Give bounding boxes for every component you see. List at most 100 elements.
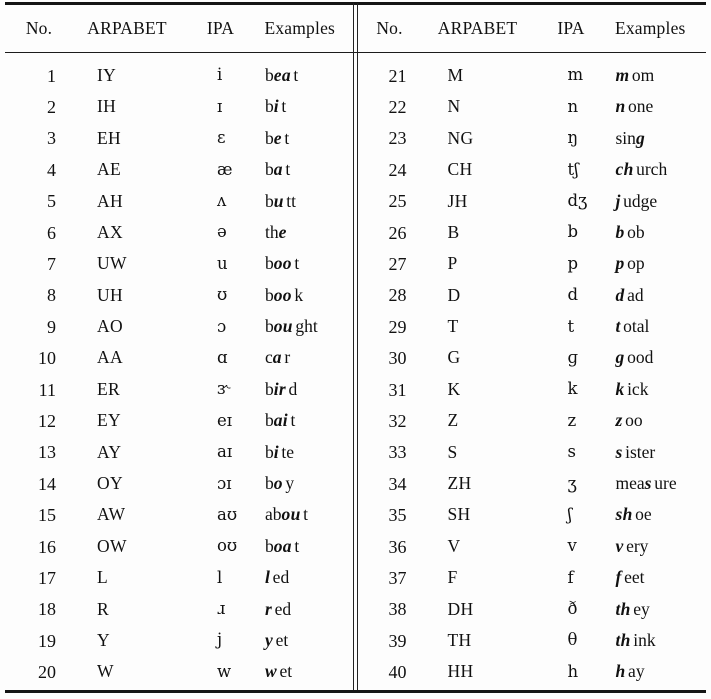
arpabet-cell: AW (97, 504, 126, 525)
example-plain-suffix: t (281, 96, 287, 117)
example-cell: boo t (244, 255, 356, 273)
ipa-cell: ð (567, 599, 578, 619)
example-highlight: ai (273, 410, 288, 431)
example-cell: bi t (244, 98, 356, 116)
example-cell: bir d (244, 378, 356, 399)
example-plain-prefix: b (265, 64, 274, 85)
row-number-cell: 11 (38, 379, 56, 400)
row-number-cell: 20 (38, 662, 56, 683)
row-number-cell: 34 (388, 473, 407, 494)
left-rows-group: 1 IY i bea t 2 IH ɪ bi t 3 EH ɛ be t 4 AE æ ba t 5 AH ʌ bu tt 6 AX… (5, 53, 356, 688)
row-number-cell: 24 (388, 159, 407, 180)
ipa-cell: dʒ (567, 191, 588, 210)
table-body: 1 IY i bea t 2 IH ɪ bi t 3 EH ɛ be t 4 AE æ ba t 5 AH ʌ bu tt 6 AX… (5, 53, 706, 688)
row-number-cell: 27 (388, 254, 407, 275)
ipa-cell: v (567, 536, 577, 556)
example-plain-suffix: ick (627, 378, 649, 399)
example-plain-prefix: b (265, 190, 274, 211)
ipa-cell: ɔɪ (217, 473, 232, 493)
ipa-cell: b (567, 222, 579, 242)
arpabet-cell: M (447, 64, 464, 85)
row-number-cell: 13 (38, 442, 56, 463)
example-plain-suffix: et (275, 629, 289, 650)
example-cell: b ob (595, 221, 707, 242)
ipa-cell: ŋ (567, 128, 579, 148)
example-plain-prefix: b (265, 441, 274, 462)
arpabet-cell: Y (97, 629, 110, 650)
example-cell: f eet (595, 567, 707, 588)
example-plain-suffix: om (631, 64, 655, 85)
row-number-cell: 36 (388, 536, 407, 557)
example-plain-suffix: oe (635, 504, 652, 525)
example-highlight: y (265, 629, 274, 650)
center-divider (353, 3, 358, 690)
example-highlight: h (615, 661, 626, 682)
arpabet-cell: B (447, 221, 460, 242)
left-header-group: No. ARPABET IPA Examples (5, 5, 356, 52)
example-plain-prefix: b (265, 378, 274, 399)
arpabet-cell: AX (97, 221, 123, 242)
example-highlight: t (615, 316, 621, 337)
ipa-cell: ɝ (217, 379, 230, 399)
row-number-cell: 37 (388, 567, 407, 588)
ipa-cell: ɪ (217, 96, 223, 116)
example-plain-prefix: sin (615, 127, 636, 148)
example-cell: boo k (244, 284, 356, 305)
arpabet-cell: AH (97, 190, 123, 211)
row-number-cell: 16 (38, 536, 56, 557)
example-plain-suffix: t (303, 504, 308, 525)
example-cell: bea t (244, 64, 356, 85)
row-number-cell: 17 (38, 567, 56, 588)
example-cell: th ink (595, 631, 707, 650)
example-highlight: l (265, 567, 271, 588)
example-plain-prefix: b (265, 316, 274, 337)
example-plain-suffix: t (293, 64, 299, 85)
ipa-cell: θ (567, 630, 578, 650)
example-cell: z oo (595, 411, 707, 430)
example-highlight: k (615, 378, 625, 399)
row-number-cell: 32 (388, 410, 407, 431)
example-plain-suffix: ad (627, 284, 644, 305)
example-plain-prefix: b (265, 473, 274, 494)
example-highlight: ir (273, 378, 287, 399)
example-cell: g ood (595, 349, 707, 367)
row-number-cell: 39 (388, 630, 407, 651)
row-number-cell: 23 (388, 128, 407, 149)
ipa-cell: ʌ (217, 191, 227, 210)
example-highlight: g (615, 347, 625, 368)
arpabet-ipa-table: No. ARPABET IPA Examples No. ARPABET IPA… (5, 2, 706, 693)
example-highlight: f (615, 567, 622, 588)
row-number-cell: 28 (388, 285, 407, 306)
row-number-cell: 10 (38, 348, 56, 369)
arpabet-cell: DH (447, 598, 474, 619)
example-plain-suffix: ght (295, 316, 318, 337)
example-plain-suffix: ob (627, 221, 645, 242)
ipa-cell: aɪ (217, 442, 233, 462)
example-plain-suffix: ood (627, 347, 654, 368)
ipa-cell: ɔ (217, 316, 227, 336)
example-plain-prefix: b (265, 284, 274, 305)
ipa-cell: h (567, 661, 579, 681)
example-cell: s ister (595, 443, 707, 462)
row-number-cell: 33 (388, 442, 407, 463)
arpabet-cell: P (447, 253, 458, 274)
example-cell: j udge (595, 192, 707, 211)
example-plain-prefix: b (265, 253, 274, 274)
row-number-cell: 40 (388, 662, 407, 683)
example-highlight: e (273, 127, 282, 148)
row-number-cell: 22 (388, 97, 407, 118)
ipa-cell: ʒ (567, 473, 577, 493)
example-cell: abou t (244, 506, 356, 524)
column-header-arpabet: ARPABET (437, 18, 518, 38)
table-header-row: No. ARPABET IPA Examples No. ARPABET IPA… (5, 5, 706, 53)
column-header-ipa: IPA (206, 18, 235, 38)
example-cell: boa t (244, 537, 356, 556)
ipa-cell: w (217, 661, 232, 681)
row-number-cell: 4 (47, 159, 56, 180)
example-highlight: v (615, 535, 624, 556)
arpabet-cell: S (447, 441, 458, 462)
example-plain-suffix: tt (286, 190, 297, 211)
arpabet-cell: CH (447, 159, 473, 180)
arpabet-cell: ZH (447, 473, 472, 494)
example-cell: t otal (595, 316, 707, 337)
